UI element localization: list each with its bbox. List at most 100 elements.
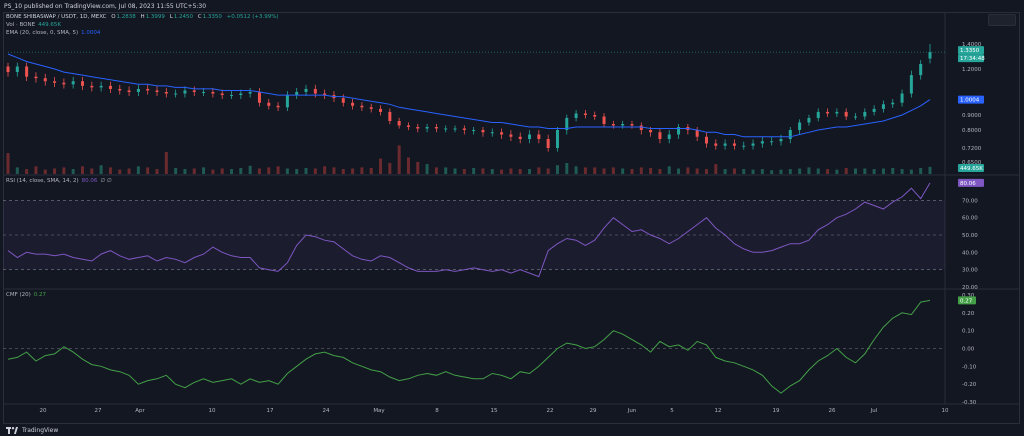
ema-value: 1.0004: [81, 30, 101, 36]
volume-bar: [360, 167, 364, 174]
symbol-title: BONE SHIBASWAP / USDT, 1D, MEXC: [6, 14, 107, 20]
volume-bar: [807, 167, 811, 174]
ema-badge-bg: [958, 95, 984, 104]
candle-body: [71, 81, 75, 85]
volume-bar: [90, 168, 94, 174]
candle-body: [444, 128, 448, 130]
volume-bar: [174, 167, 178, 174]
time-tick-label: 27: [95, 408, 102, 414]
volume-bar: [257, 168, 261, 174]
volume-bar: [164, 152, 168, 174]
volume-bar: [686, 167, 690, 174]
volume-bar: [453, 168, 457, 174]
volume-badge: 449.65K: [960, 166, 983, 172]
cmf-line: [7, 299, 931, 394]
volume-bar: [602, 168, 606, 174]
volume-bar: [183, 169, 187, 174]
chart-control-button[interactable]: [988, 14, 1016, 26]
volume-bar: [192, 168, 196, 174]
candle-body: [490, 132, 494, 134]
volume-bar: [295, 169, 299, 174]
footer-brand[interactable]: TradingView: [22, 426, 59, 434]
candle-body: [714, 143, 718, 146]
volume-bar: [649, 167, 653, 174]
rsi-legend: RSI (14, close, SMA, 14, 2) 80.06 ∅ ∅: [6, 178, 115, 184]
candle-body: [704, 136, 708, 144]
price-tick-label: 0.7200: [962, 146, 982, 152]
candle-body: [295, 92, 299, 96]
rsi-line: [7, 182, 931, 278]
volume-bar: [472, 167, 476, 174]
candle-body: [369, 107, 373, 109]
volume-value: 449.65K: [38, 22, 61, 28]
candle-body: [760, 141, 764, 144]
ema-line: [7, 53, 931, 138]
volume-bar: [155, 169, 159, 174]
cmf-tick-label: -0.30: [962, 400, 977, 406]
ohlc-open: 1.2838: [116, 14, 136, 20]
candle-body: [425, 127, 429, 129]
candle-body: [742, 145, 746, 147]
time-axis: 20 27 Apr 10 17 24 May 8 15 22 29 Jun 5 12 19 26 Jul 10: [40, 408, 949, 414]
candle-body: [602, 116, 606, 124]
candle-body: [751, 143, 755, 146]
volume-bar: [732, 168, 736, 174]
candle-body: [397, 121, 401, 126]
ohlc-low-label: L: [169, 14, 173, 20]
candle-body: [53, 81, 57, 83]
price-tick-label: 1.2000: [962, 67, 982, 73]
volume-bar: [416, 161, 420, 174]
candle-body: [528, 134, 532, 139]
volume-bar: [34, 166, 38, 174]
candle-body: [863, 111, 867, 117]
volume-bar: [388, 163, 392, 174]
volume-bar: [220, 168, 224, 174]
candle-body: [509, 134, 513, 137]
candle-body: [360, 105, 364, 108]
candle-body: [99, 85, 103, 88]
volume-bar: [425, 164, 429, 174]
candle-body: [574, 113, 578, 118]
candle-body: [388, 111, 392, 121]
countdown-badge-bg: [958, 54, 984, 63]
candle-body: [341, 98, 345, 103]
last-price-badge: 1.3350: [960, 48, 980, 54]
volume-bar: [71, 169, 75, 174]
candle-body: [127, 90, 131, 92]
volume-bar: [211, 169, 215, 174]
volume-bar: [667, 166, 671, 174]
volume-bar: [835, 169, 839, 174]
volume-bar: [25, 169, 29, 174]
cmf-tick-label: 0.20: [962, 311, 975, 317]
candle-body: [136, 88, 140, 92]
candle-body: [555, 130, 559, 148]
candle-body: [872, 108, 876, 112]
candle-body: [779, 139, 783, 142]
rsi-extra: ∅ ∅: [100, 178, 112, 184]
cmf-tick-label: 0.00: [962, 347, 975, 353]
volume-bar: [304, 167, 308, 174]
volume-bar: [81, 166, 85, 174]
time-tick-label: 20: [40, 408, 47, 414]
volume-bar: [341, 169, 345, 174]
candle-body: [695, 130, 699, 137]
candle-body: [677, 127, 681, 135]
time-tick-label: 10: [942, 408, 949, 414]
time-tick-label: 5: [670, 408, 674, 414]
candle-body: [909, 75, 913, 94]
volume-bar: [881, 168, 885, 174]
volume-bar: [695, 168, 699, 174]
ohlc-low: 1.2450: [173, 14, 194, 20]
time-tick-label: Jul: [870, 408, 878, 414]
volume-bar: [611, 167, 615, 174]
candle-body: [34, 76, 38, 79]
volume-bar: [919, 167, 923, 174]
candle-body: [248, 92, 252, 94]
rsi-tick-label: 60.00: [962, 216, 978, 222]
volume-bar: [239, 167, 243, 174]
candle-body: [257, 92, 261, 103]
candle-body: [90, 85, 94, 88]
volume-bar: [853, 168, 857, 174]
candle-body: [537, 134, 541, 139]
